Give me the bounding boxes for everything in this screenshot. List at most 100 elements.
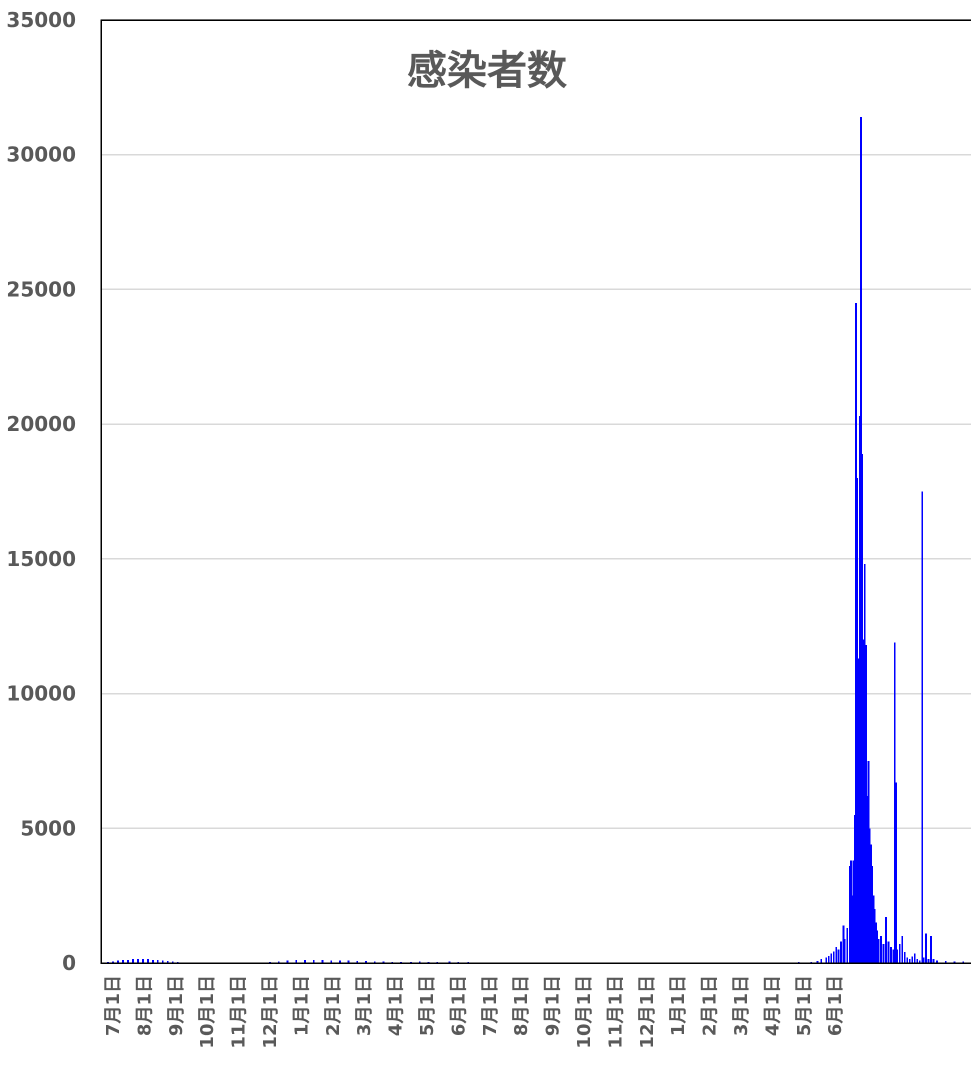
bar bbox=[840, 941, 842, 963]
y-tick-label: 20000 bbox=[6, 412, 76, 436]
x-tick-label: 2月1日 bbox=[700, 975, 721, 1036]
x-tick-label: 4月1日 bbox=[762, 975, 783, 1036]
bar bbox=[885, 917, 887, 963]
bar bbox=[901, 936, 904, 963]
x-tick-label: 8月1日 bbox=[511, 975, 532, 1036]
bar bbox=[112, 961, 114, 963]
bar bbox=[936, 960, 939, 963]
x-tick-label: 5月1日 bbox=[794, 975, 815, 1036]
bar bbox=[373, 961, 376, 963]
bar bbox=[295, 960, 298, 963]
bar bbox=[862, 639, 865, 963]
x-tick-label: 8月1日 bbox=[134, 975, 155, 1036]
bar bbox=[921, 491, 924, 963]
bar bbox=[304, 959, 306, 963]
x-tick-label: 12月1日 bbox=[637, 975, 658, 1049]
bar bbox=[927, 958, 930, 963]
x-tick-label: 12月1日 bbox=[260, 975, 281, 1049]
y-axis: 0 5000 10000 15000 20000 25000 30000 35000 bbox=[6, 8, 76, 975]
bar bbox=[835, 946, 838, 963]
bar bbox=[911, 956, 914, 963]
bar bbox=[321, 960, 324, 963]
bar bbox=[893, 642, 896, 963]
x-tick-label: 2月1日 bbox=[323, 975, 344, 1036]
bar bbox=[861, 453, 864, 963]
bar bbox=[855, 302, 857, 963]
bar bbox=[908, 958, 911, 963]
x-tick-label: 10月1日 bbox=[197, 975, 218, 1049]
y-tick-label: 5000 bbox=[20, 816, 76, 840]
bar bbox=[875, 922, 877, 963]
bar bbox=[156, 960, 159, 963]
bar bbox=[277, 961, 280, 963]
bar bbox=[876, 930, 879, 963]
bar bbox=[853, 814, 856, 963]
bar bbox=[944, 960, 947, 963]
bar bbox=[867, 760, 870, 963]
bar bbox=[906, 957, 909, 963]
bar bbox=[890, 946, 892, 963]
bar bbox=[916, 958, 919, 963]
bar bbox=[137, 958, 139, 963]
bar bbox=[870, 844, 872, 963]
bar bbox=[922, 957, 925, 963]
bar bbox=[151, 959, 154, 963]
bar bbox=[825, 957, 828, 963]
bar bbox=[865, 645, 867, 963]
bar bbox=[925, 933, 927, 963]
bar bbox=[873, 909, 876, 963]
bar bbox=[871, 866, 874, 963]
bar bbox=[347, 960, 350, 963]
bar bbox=[147, 959, 149, 963]
bar bbox=[846, 927, 849, 963]
x-tick-label: 6月1日 bbox=[825, 975, 846, 1036]
x-tick-label: 9月1日 bbox=[166, 975, 187, 1036]
x-axis: 7月1日 8月1日 9月1日 10月1日 11月1日 12月1日 1月1日 2月1日 3月1日 4… bbox=[103, 975, 846, 1049]
bar bbox=[827, 955, 830, 963]
bar bbox=[122, 960, 124, 963]
bar bbox=[843, 938, 846, 963]
bar bbox=[820, 958, 823, 963]
y-tick-label: 15000 bbox=[6, 547, 76, 571]
bar bbox=[816, 960, 819, 963]
x-tick-label: 3月1日 bbox=[731, 975, 752, 1036]
bar bbox=[850, 860, 852, 963]
x-tick-label: 5月1日 bbox=[417, 975, 438, 1036]
bar bbox=[127, 959, 129, 963]
chart-title: 感染者数 bbox=[407, 48, 567, 94]
bar bbox=[117, 960, 119, 963]
bar bbox=[832, 951, 835, 963]
grid-layer bbox=[101, 19, 971, 830]
x-tick-label: 11月1日 bbox=[605, 975, 626, 1049]
y-tick-label: 30000 bbox=[6, 143, 76, 167]
x-tick-label: 3月1日 bbox=[354, 975, 375, 1036]
bar bbox=[953, 961, 956, 963]
bar bbox=[866, 795, 869, 963]
bar bbox=[858, 416, 861, 963]
bar bbox=[857, 658, 860, 963]
bar bbox=[903, 952, 906, 963]
bar bbox=[312, 959, 315, 963]
bar bbox=[852, 860, 855, 963]
bar bbox=[913, 953, 916, 963]
bar bbox=[161, 960, 164, 963]
bar bbox=[365, 961, 367, 963]
y-tick-label: 35000 bbox=[6, 8, 76, 32]
bar bbox=[868, 828, 871, 963]
bar bbox=[356, 960, 359, 963]
bar bbox=[932, 958, 935, 963]
x-tick-label: 11月1日 bbox=[229, 975, 250, 1049]
y-tick-label: 0 bbox=[62, 951, 76, 975]
bar bbox=[848, 866, 851, 963]
bar bbox=[898, 944, 901, 963]
bar bbox=[863, 564, 866, 963]
plot-area-border bbox=[100, 19, 971, 964]
bar bbox=[860, 116, 862, 964]
bar bbox=[837, 949, 840, 963]
x-tick-label: 9月1日 bbox=[543, 975, 564, 1036]
x-tick-label: 1月1日 bbox=[668, 975, 689, 1036]
bar bbox=[896, 949, 899, 963]
bar bbox=[892, 949, 895, 963]
bar bbox=[887, 941, 890, 963]
